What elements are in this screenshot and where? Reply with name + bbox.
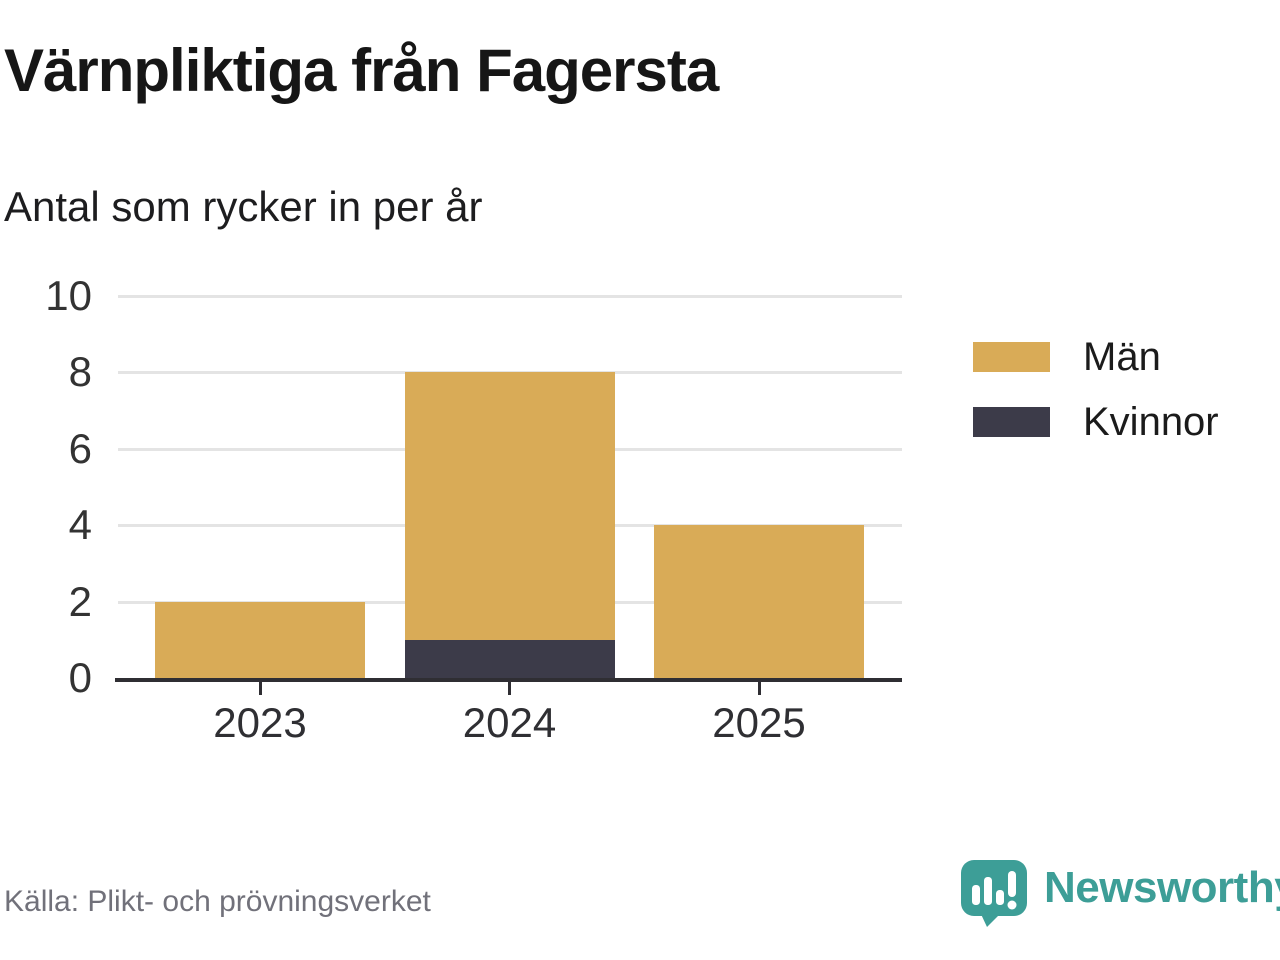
chart-subtitle: Antal som rycker in per år — [4, 183, 483, 230]
legend-item-kvinnor: Kvinnor — [973, 402, 1219, 442]
x-tick-mark-2023 — [258, 682, 262, 695]
bar-2024-kvinnor — [404, 639, 615, 678]
y-tick-label-0: 0 — [68, 654, 92, 701]
newsworthy-wordmark: Newsworthy — [1044, 863, 1280, 912]
gridline-10 — [118, 295, 902, 298]
x-tick-mark-2025 — [757, 682, 761, 695]
legend-swatch-män — [973, 342, 1050, 372]
x-tick-label-2024: 2024 — [462, 699, 557, 746]
bar-2025-män — [654, 525, 864, 678]
legend: Män Kvinnor — [973, 337, 1219, 467]
y-axis-labels: 0 2 4 6 8 10 — [0, 0, 92, 960]
chart-title: Värnpliktiga från Fagersta — [4, 37, 719, 104]
x-tick-label-2025: 2025 — [712, 699, 806, 746]
x-tick-mark-2024 — [508, 682, 511, 695]
y-tick-label-6: 6 — [68, 424, 92, 472]
newsworthy-logo-icon — [961, 860, 1027, 927]
bar-2023-män — [155, 601, 365, 678]
y-tick-label-8: 8 — [68, 348, 92, 396]
y-tick-label-4: 4 — [68, 501, 92, 549]
plot-area — [115, 295, 902, 682]
legend-swatch-kvinnor — [973, 407, 1050, 437]
y-tick-label-10: 10 — [45, 272, 92, 319]
bar-2024-män — [404, 372, 615, 640]
legend-label-kvinnor: Kvinnor — [1083, 400, 1219, 444]
y-tick-label-2: 2 — [68, 577, 92, 625]
legend-label-män: Män — [1083, 335, 1161, 379]
legend-item-män: Män — [973, 337, 1219, 377]
source-note: Källa: Plikt- och prövningsverket — [4, 885, 431, 918]
x-tick-label-2023: 2023 — [213, 699, 307, 746]
